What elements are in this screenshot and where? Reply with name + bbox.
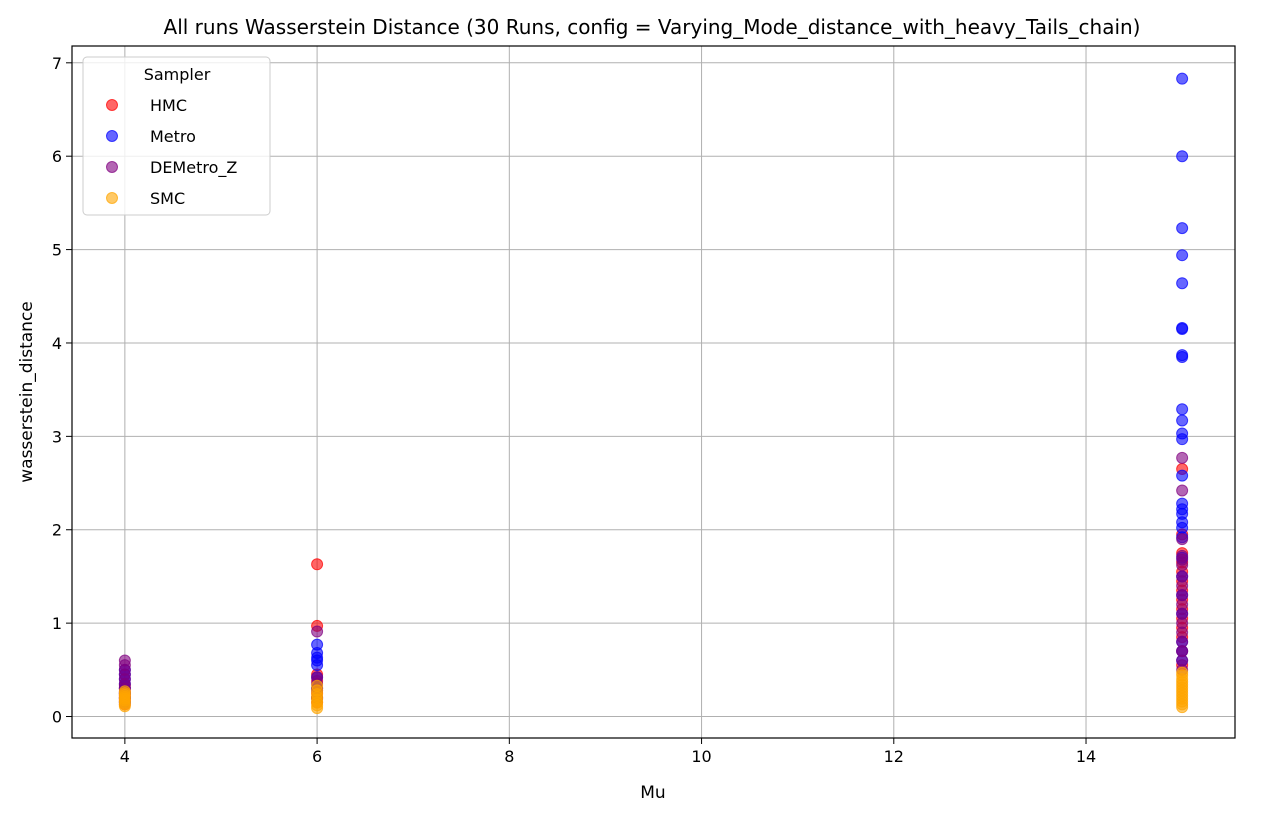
x-tick-label: 4 [120, 747, 130, 766]
plot-frame [71, 45, 1236, 739]
legend-marker [106, 161, 118, 173]
y-axis-label: wasserstein_distance [17, 301, 37, 483]
legend-entries: HMC Metro DEMetro_Z SMC [106, 96, 237, 208]
y-tick-label: 1 [52, 614, 62, 633]
data-point [1176, 666, 1189, 679]
data-point [1176, 403, 1189, 416]
data-point [1176, 150, 1189, 163]
chart-title: All runs Wasserstein Distance (30 Runs, … [164, 15, 1141, 39]
y-tick-label: 0 [52, 708, 62, 727]
legend-label: Metro [150, 127, 196, 146]
y-tick-label: 4 [52, 334, 62, 353]
data-point [1176, 222, 1189, 235]
data-point [118, 685, 131, 698]
legend-label: HMC [150, 96, 187, 115]
data-point [1176, 249, 1189, 262]
series-metro [118, 72, 1189, 709]
data-point [1176, 497, 1189, 510]
x-tick-label: 14 [1076, 747, 1096, 766]
legend-marker [106, 99, 118, 111]
data-point [1176, 277, 1189, 290]
data-point [1176, 451, 1189, 464]
legend-marker [106, 130, 118, 142]
x-tick-label: 10 [691, 747, 711, 766]
y-tick-label: 3 [52, 427, 62, 446]
data-point [1176, 72, 1189, 85]
data-point [1176, 469, 1189, 482]
series-smc [118, 666, 1189, 715]
points-layer [118, 72, 1189, 715]
data-point [1176, 427, 1189, 440]
legend-label: DEMetro_Z [150, 158, 237, 178]
data-point [118, 654, 131, 667]
data-point [1176, 349, 1189, 362]
x-axis-label: Mu [640, 783, 665, 803]
data-point [1176, 484, 1189, 497]
data-point [1176, 549, 1189, 562]
data-point [311, 679, 324, 692]
x-tick-label: 6 [312, 747, 322, 766]
x-tick-label: 12 [884, 747, 904, 766]
data-point [1176, 533, 1189, 546]
legend-label: SMC [150, 189, 185, 208]
x-tick-label: 8 [504, 747, 514, 766]
legend-title: Sampler [144, 65, 211, 84]
data-point [1176, 322, 1189, 335]
series-hmc [118, 463, 1189, 711]
y-tick-label: 2 [52, 521, 62, 540]
data-point [311, 638, 324, 651]
data-point [1176, 570, 1189, 583]
grid-layer [72, 46, 1235, 738]
data-point [1176, 414, 1189, 427]
data-point [311, 625, 324, 638]
y-tick-label: 7 [52, 54, 62, 73]
data-point [311, 558, 324, 571]
y-tick-label: 6 [52, 147, 62, 166]
legend-marker [106, 192, 118, 204]
series-demetro-z [118, 451, 1189, 704]
y-tick-label: 5 [52, 241, 62, 260]
legend: Sampler HMC Metro DEMetro_Z SMC [82, 56, 271, 216]
legend-box [82, 56, 271, 216]
